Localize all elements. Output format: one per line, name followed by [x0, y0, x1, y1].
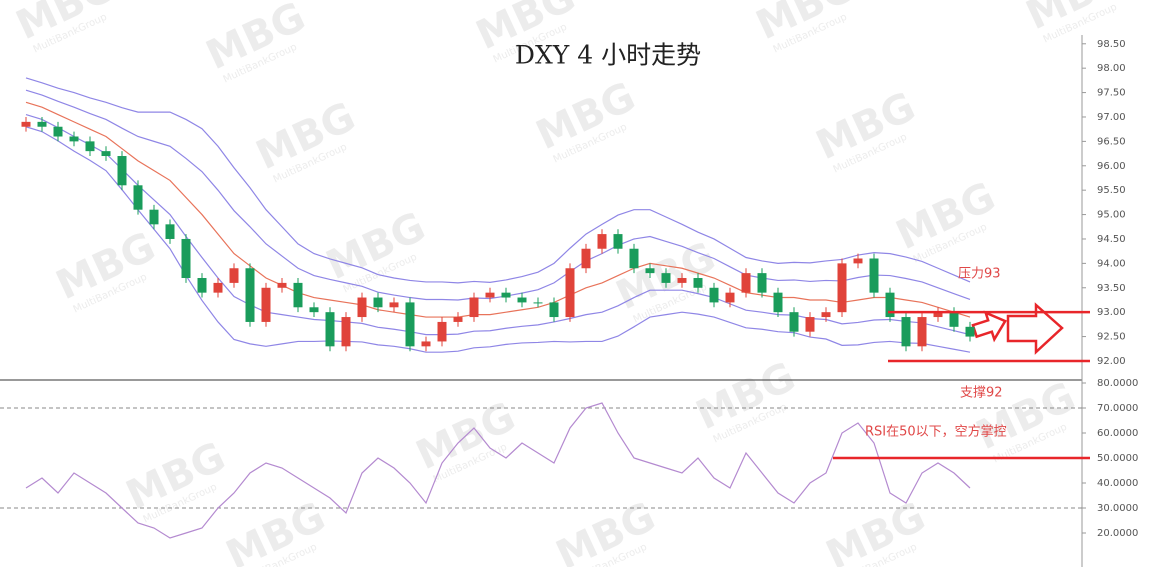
candle-body: [741, 273, 751, 293]
y-tick-label: 92.50: [1097, 332, 1126, 343]
candle-body: [325, 312, 335, 347]
y-tick-label: 70.0000: [1097, 403, 1138, 414]
candle-body: [309, 307, 319, 313]
candle-body: [101, 151, 111, 157]
candle-body: [21, 121, 31, 127]
y-tick-label: 93.50: [1097, 283, 1126, 294]
y-tick-label: 40.0000: [1097, 478, 1138, 489]
candle-body: [501, 292, 511, 298]
candle-body: [693, 278, 703, 288]
candle-body: [229, 268, 239, 283]
small-arrow: [971, 310, 1008, 343]
candle-body: [517, 297, 527, 303]
candle-body: [133, 185, 143, 210]
y-tick-label: 98.00: [1097, 63, 1126, 74]
level-label: 压力93: [958, 267, 1001, 282]
y-tick-label: 94.00: [1097, 258, 1126, 269]
candle-body: [949, 312, 959, 327]
y-tick-label: 93.00: [1097, 307, 1126, 318]
y-tick-label: 94.50: [1097, 234, 1126, 245]
candle-body: [773, 292, 783, 313]
y-tick-label: 30.0000: [1097, 503, 1138, 514]
y-tick-label: 95.00: [1097, 210, 1126, 221]
chart-title: DXY 4 小时走势: [515, 41, 701, 70]
candle-body: [261, 287, 271, 322]
candle-body: [389, 302, 399, 308]
candle-body: [69, 136, 79, 142]
candle-body: [677, 278, 687, 283]
arrows: [971, 302, 1064, 355]
candle-body: [421, 341, 431, 347]
candle-body: [469, 297, 479, 318]
candle-body: [37, 121, 47, 127]
candle-body: [645, 268, 655, 274]
candle-body: [405, 302, 415, 347]
y-tick-label: 20.0000: [1097, 528, 1138, 539]
candle-body: [197, 278, 207, 293]
candle-body: [661, 273, 671, 283]
candle-body: [85, 141, 95, 152]
candle-body: [725, 292, 735, 303]
candle-body: [533, 302, 543, 304]
candle-body: [549, 302, 559, 318]
candle-body: [373, 297, 383, 308]
y-tick-label: 60.0000: [1097, 428, 1138, 439]
y-tick-label: 96.50: [1097, 136, 1126, 147]
candle-body: [629, 248, 639, 269]
level-label: RSI在50以下，空方掌控: [865, 424, 1007, 440]
candle-body: [277, 282, 287, 288]
candle-body: [757, 273, 767, 293]
big-arrow: [1006, 302, 1064, 355]
y-tick-label: 80.0000: [1097, 378, 1138, 389]
candle-body: [821, 312, 831, 318]
watermark-logo: MBG: [819, 494, 932, 567]
rsi-line: [25, 402, 971, 539]
y-tick-label: 97.50: [1097, 88, 1126, 99]
band-line: [25, 101, 971, 318]
watermark-logo: MBG: [549, 494, 662, 567]
y-tick-label: 92.00: [1097, 356, 1126, 367]
y-tick-label: 50.0000: [1097, 453, 1138, 464]
candle-body: [805, 317, 815, 332]
candle-body: [885, 292, 895, 318]
y-tick-label: 97.00: [1097, 112, 1126, 123]
level-label: 支撑92: [960, 385, 1003, 400]
candle-body: [437, 321, 447, 342]
candle-body: [181, 238, 191, 279]
candle-body: [933, 312, 943, 318]
candle-body: [869, 258, 879, 293]
candle-body: [245, 268, 255, 322]
candle-body: [853, 258, 863, 264]
candle-body: [485, 292, 495, 298]
y-tick-label: 96.00: [1097, 161, 1126, 172]
candle-body: [613, 234, 623, 249]
candle-body: [293, 282, 303, 308]
y-tick-label: 95.50: [1097, 185, 1126, 196]
candle-body: [965, 326, 975, 337]
candle-body: [53, 126, 63, 137]
candle-body: [581, 248, 591, 269]
candle-body: [149, 209, 159, 225]
candle-body: [917, 317, 927, 347]
candle-body: [453, 317, 463, 322]
candle-body: [117, 156, 127, 186]
candle-body: [165, 224, 175, 239]
candle-body: [597, 234, 607, 249]
candle-body: [341, 317, 351, 347]
candle-body: [837, 263, 847, 313]
candle-body: [901, 317, 911, 347]
y-tick-label: 98.50: [1097, 39, 1126, 50]
band-line: [25, 89, 971, 301]
watermark-logo: MBG: [219, 494, 332, 567]
candle-body: [709, 287, 719, 303]
candle-body: [357, 297, 367, 318]
band-line: [25, 77, 971, 284]
candle-body: [213, 282, 223, 293]
candle-body: [565, 268, 575, 318]
candle-body: [789, 312, 799, 332]
